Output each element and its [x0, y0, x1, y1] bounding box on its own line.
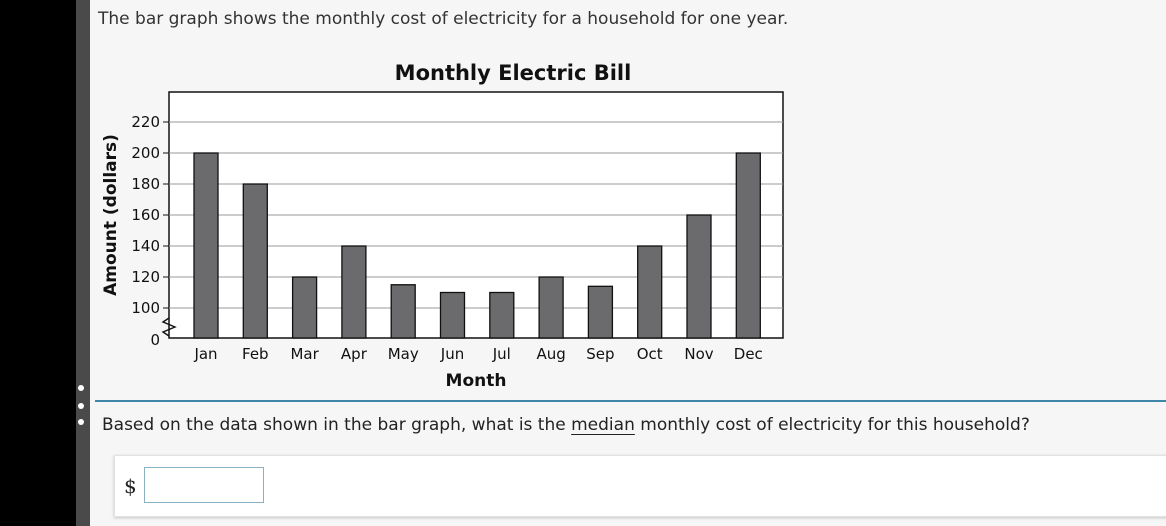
- bar-oct: [637, 245, 663, 339]
- y-tick-label: 220: [131, 113, 160, 131]
- currency-symbol: $: [124, 474, 137, 498]
- y-axis-label: Amount (dollars): [101, 134, 121, 296]
- bar-may: [390, 284, 416, 339]
- bar-jul: [489, 291, 515, 339]
- question-text-start: Based on the data shown in the bar graph…: [102, 415, 566, 435]
- bar-mar: [291, 276, 318, 339]
- question-prompt: Based on the data shown in the bar graph…: [102, 415, 1030, 435]
- panel-divider[interactable]: [76, 0, 90, 526]
- x-tick-label: Aug: [536, 345, 565, 363]
- question-text-end: monthly cost of electricity for this hou…: [640, 415, 1030, 435]
- bar-chart: Monthly Electric Bill 100 120 140 160 180 200…: [101, 61, 784, 391]
- y-tick-label: 100: [131, 299, 160, 317]
- answer-panel: [114, 455, 1166, 517]
- x-tick-label: Nov: [684, 345, 713, 363]
- bar-sep: [587, 285, 614, 339]
- y-tick-label: 180: [131, 175, 160, 193]
- x-axis-label: Month: [446, 371, 507, 391]
- left-rail: [0, 0, 76, 526]
- x-tick-label: Sep: [586, 345, 614, 363]
- x-tick-label: Jul: [492, 345, 511, 363]
- bar-jan: [193, 152, 219, 339]
- x-tick-label: May: [388, 345, 419, 363]
- bar-feb: [242, 183, 268, 339]
- median-keyword: median: [571, 415, 635, 435]
- y-tick-label: 200: [131, 144, 160, 162]
- y-tick-label: 160: [131, 206, 160, 224]
- bar-dec: [735, 152, 761, 339]
- splitter-dot-icon: [78, 385, 84, 391]
- question-stem: The bar graph shows the monthly cost of …: [98, 9, 789, 29]
- splitter-dot-icon: [78, 403, 84, 409]
- x-tick-label: Dec: [734, 345, 763, 363]
- answer-input[interactable]: [144, 467, 264, 503]
- bar-aug: [538, 276, 564, 339]
- y-tick-label: 120: [131, 268, 160, 286]
- x-tick-label: Feb: [242, 345, 269, 363]
- y-origin-label: 0: [150, 331, 160, 349]
- x-tick-label: Jun: [440, 345, 464, 363]
- x-tick-label: Apr: [341, 345, 368, 363]
- bar-jun: [439, 291, 466, 339]
- axis-break-icon: [161, 317, 177, 337]
- x-tick-label: Jan: [193, 345, 217, 363]
- bar-nov: [686, 214, 712, 339]
- x-tick-label: Oct: [637, 345, 663, 363]
- bar-apr: [341, 245, 367, 339]
- y-tick-label: 140: [131, 237, 160, 255]
- x-tick-label: Mar: [290, 345, 319, 363]
- section-divider: [95, 400, 1166, 402]
- chart-title: Monthly Electric Bill: [395, 61, 632, 85]
- splitter-dot-icon: [78, 419, 84, 425]
